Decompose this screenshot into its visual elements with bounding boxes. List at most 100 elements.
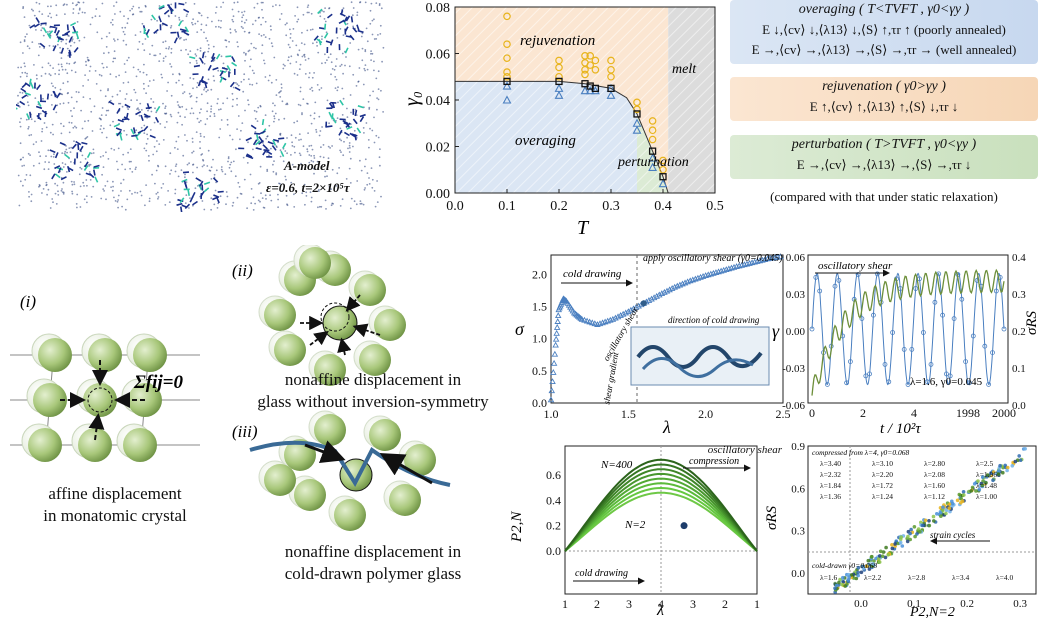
rs-y-tick: 0.9 <box>791 441 805 453</box>
particle-dot <box>352 25 354 28</box>
rs-x-tick: 0.2 <box>960 598 974 610</box>
particle-dot <box>231 105 234 108</box>
particle-dot <box>293 121 296 124</box>
stress-strain-chart: cold drawing apply oscillatory shear (γ0… <box>515 253 791 435</box>
particle-dot <box>334 65 337 68</box>
phase-x-tick-label: 0.1 <box>498 199 516 214</box>
particle-dot <box>43 168 46 171</box>
particle-dot <box>268 74 271 77</box>
particle-dot <box>246 162 249 164</box>
particle-dot <box>285 34 288 37</box>
particle-dot <box>297 18 300 21</box>
particle-dot <box>209 115 212 118</box>
particle-dot <box>26 72 28 75</box>
displacement-vector <box>327 13 333 19</box>
phase-point-circle <box>591 65 600 74</box>
particle-dot <box>17 66 20 69</box>
particle-dot <box>134 91 137 94</box>
particle-dot <box>196 31 199 33</box>
particle-dot <box>41 13 44 16</box>
displacement-vector <box>338 19 345 24</box>
particle-field <box>16 1 385 212</box>
particle-dot <box>46 193 48 196</box>
particle-dot <box>132 66 135 69</box>
particle-dot <box>224 173 227 176</box>
particle-dot <box>207 78 210 81</box>
particle-dot <box>222 102 225 105</box>
particle-dot <box>47 15 50 18</box>
particle-dot <box>316 84 319 86</box>
particle-dot <box>139 10 142 13</box>
particle-dot <box>370 167 373 170</box>
rs-legend-item: λ=1.00 <box>976 492 997 501</box>
stress-point <box>553 329 560 336</box>
particle-dot <box>113 38 115 40</box>
particle-dot <box>256 120 259 122</box>
rs-legend-item: λ=2.80 <box>924 459 945 468</box>
particle-dot <box>79 206 82 208</box>
particle-dot <box>74 61 77 64</box>
rs-point <box>833 586 837 591</box>
particle-dot <box>85 64 88 67</box>
particle-dot <box>310 159 313 162</box>
particle-dot <box>152 101 155 103</box>
displacement-vector <box>62 33 69 37</box>
particle-dot <box>203 87 206 89</box>
particle-dot <box>147 109 149 112</box>
rs-legend-item: λ=1.84 <box>820 481 841 490</box>
particle-dot <box>112 57 115 60</box>
ss-x-tick: 1.0 <box>544 407 559 421</box>
particle-dot <box>151 44 154 47</box>
particle-dot <box>270 199 273 202</box>
displacement-vector <box>64 153 70 159</box>
particle-dot <box>138 40 141 43</box>
particle-dot <box>93 105 96 108</box>
particle-dot <box>170 51 173 54</box>
particle-dot <box>349 182 352 184</box>
particle-dot <box>331 68 334 70</box>
comparison-note: (compared with that under static relaxat… <box>770 189 998 204</box>
displacement-vector <box>40 22 47 25</box>
particle-dot <box>49 131 52 134</box>
particle-dot <box>298 152 301 155</box>
particle-dot <box>299 63 302 66</box>
particle-dot <box>114 57 117 60</box>
phase-point-square <box>648 147 657 155</box>
particle-dot <box>299 104 302 107</box>
particle-dot <box>250 202 253 205</box>
particle-dot <box>350 111 352 114</box>
particle-dot <box>335 185 337 187</box>
particle-dot <box>309 114 312 117</box>
particle-dot <box>185 181 188 184</box>
displacement-vector <box>93 169 96 176</box>
p2-y-tick: 0.6 <box>546 468 561 482</box>
particle-dot <box>195 96 198 99</box>
particle-dot <box>174 165 177 168</box>
displacement-vector <box>54 27 58 34</box>
particle-dot <box>374 205 377 208</box>
particle-dot <box>336 117 339 119</box>
particle-dot <box>110 186 112 189</box>
particle-dot <box>85 137 88 139</box>
displacement-vector <box>343 16 348 23</box>
displacement-vector <box>219 76 224 83</box>
particle-dot <box>197 185 199 187</box>
particle-dot <box>217 98 219 100</box>
particle-dot <box>98 15 101 17</box>
particle-dot <box>135 166 137 169</box>
label-iii: (iii) <box>232 422 258 441</box>
particle-dot <box>169 173 171 175</box>
particle-dot <box>238 186 241 188</box>
particle-dot <box>230 170 233 173</box>
particle-dot <box>199 135 202 138</box>
particle-dot <box>102 66 105 69</box>
particle-dot <box>371 33 374 36</box>
particle-dot <box>286 203 288 206</box>
displacement-vector <box>278 137 285 140</box>
rs-legend-item: λ=1.72 <box>872 481 893 490</box>
particle-dot <box>147 155 150 157</box>
displacement-vector <box>30 82 34 89</box>
particle-dot <box>89 65 92 68</box>
particle-dot <box>382 111 384 113</box>
particle-dot <box>373 18 375 21</box>
